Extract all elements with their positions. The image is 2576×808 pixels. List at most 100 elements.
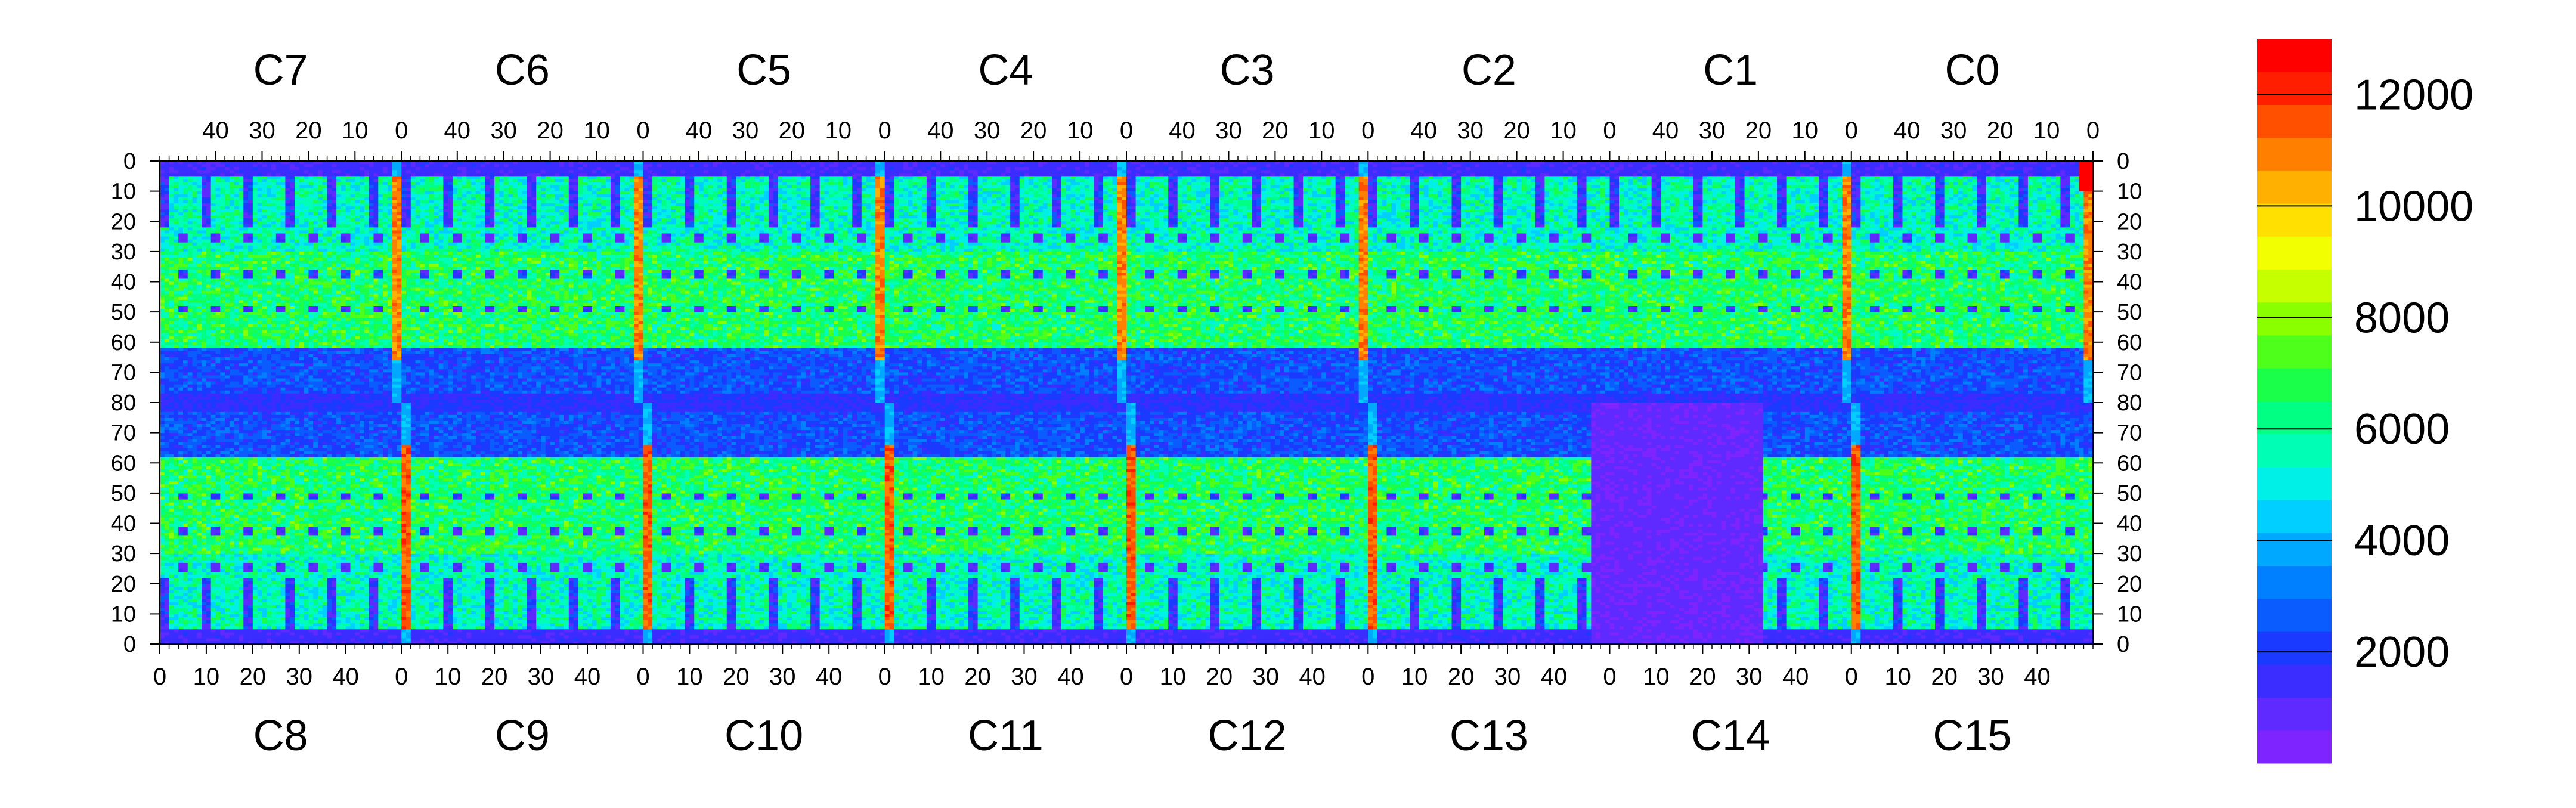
heatmap-cell (248, 218, 253, 222)
heatmap-cell (271, 397, 276, 400)
heatmap-cell (258, 300, 262, 304)
heatmap-cell (267, 261, 271, 264)
heatmap-cell (206, 282, 211, 286)
heatmap-cell (248, 278, 253, 282)
heatmap-cell (258, 237, 262, 240)
heatmap-cell (267, 203, 271, 207)
heatmap-cell (262, 333, 267, 337)
heatmap-cell (188, 391, 193, 394)
heatmap-cell (160, 324, 165, 327)
heatmap-cell (253, 194, 258, 198)
heatmap-cell (230, 267, 234, 270)
heatmap-cell (262, 191, 267, 195)
heatmap-cell (243, 255, 248, 258)
heatmap-cell (234, 294, 239, 298)
heatmap-cell (230, 342, 234, 346)
heatmap-cell (258, 275, 262, 279)
heatmap-cell (169, 273, 174, 276)
heatmap-cell (262, 372, 267, 376)
heatmap-cell (225, 291, 230, 295)
heatmap-cell (160, 354, 165, 358)
heatmap-cell (216, 218, 221, 222)
heatmap-cell (220, 197, 225, 201)
heatmap-cell (197, 221, 202, 225)
heatmap-cell (211, 164, 216, 168)
heatmap-cell (262, 351, 267, 355)
heatmap-cell (262, 227, 267, 231)
heatmap-cell (225, 264, 230, 267)
heatmap-cell (262, 354, 267, 358)
heatmap-cell (262, 397, 267, 400)
heatmap-cell (160, 182, 165, 185)
heatmap-cell (220, 303, 225, 307)
heatmap-cell (211, 273, 216, 276)
heatmap-cell (225, 357, 230, 361)
heatmap-cell (188, 252, 193, 255)
heatmap-cell (178, 357, 183, 361)
heatmap-cell (262, 339, 267, 343)
heatmap-cell (271, 375, 276, 379)
heatmap-cell (225, 360, 230, 364)
heatmap-cell (258, 388, 262, 391)
heatmap-cell (253, 237, 258, 240)
heatmap-cell (253, 275, 258, 279)
heatmap-cell (178, 261, 183, 264)
heatmap-cell (183, 212, 188, 216)
heatmap-cell (258, 345, 262, 349)
heatmap-cell (234, 363, 239, 367)
heatmap-cell (267, 176, 271, 179)
heatmap-cell (169, 300, 174, 304)
heatmap-cell (160, 249, 165, 252)
heatmap-cell (262, 194, 267, 198)
heatmap-cell (188, 212, 193, 216)
heatmap-cell (220, 191, 225, 195)
heatmap-cell (160, 382, 165, 385)
heatmap-cell (230, 312, 234, 315)
heatmap-cell (243, 312, 248, 315)
heatmap-cell (243, 309, 248, 312)
heatmap-cell (220, 230, 225, 234)
heatmap-cell (243, 391, 248, 394)
heatmap-cell (169, 388, 174, 391)
heatmap-cell (243, 179, 248, 182)
heatmap-cell (248, 351, 253, 355)
heatmap-cell (216, 369, 221, 373)
heatmap-cell (165, 315, 169, 318)
heatmap-cell (169, 303, 174, 307)
heatmap-cell (202, 303, 206, 307)
heatmap-cell (258, 224, 262, 228)
heatmap-cell (206, 339, 211, 343)
heatmap-cell (178, 267, 183, 270)
heatmap-cell (262, 278, 267, 282)
heatmap-cell (169, 354, 174, 358)
heatmap-cell (216, 321, 221, 324)
heatmap-cell (234, 342, 239, 346)
heatmap-cell (271, 215, 276, 219)
heatmap-cell (253, 227, 258, 231)
heatmap-cell (234, 194, 239, 198)
heatmap-cell (258, 278, 262, 282)
heatmap-cell (248, 385, 253, 388)
heatmap-cell (258, 227, 262, 231)
heatmap-cell (230, 246, 234, 249)
heatmap-cell (239, 173, 243, 177)
heatmap-cell (271, 182, 276, 185)
heatmap-cell (220, 275, 225, 279)
heatmap-cell (178, 170, 183, 174)
heatmap-cell (188, 354, 193, 358)
heatmap-cell (276, 252, 281, 255)
heatmap-cell (197, 342, 202, 346)
heatmap-cell (178, 227, 183, 231)
heatmap-cell (174, 385, 178, 388)
heatmap-cell (216, 348, 221, 352)
heatmap-cell (267, 315, 271, 318)
heatmap-cell (188, 379, 193, 382)
heatmap-cell (220, 212, 225, 216)
heatmap-cell (188, 348, 193, 352)
heatmap-cell (183, 351, 188, 355)
heatmap-cell (193, 215, 197, 219)
heatmap-cell (160, 388, 165, 391)
heatmap-cell (243, 212, 248, 216)
heatmap-cell (243, 394, 248, 397)
heatmap-cell (239, 282, 243, 286)
